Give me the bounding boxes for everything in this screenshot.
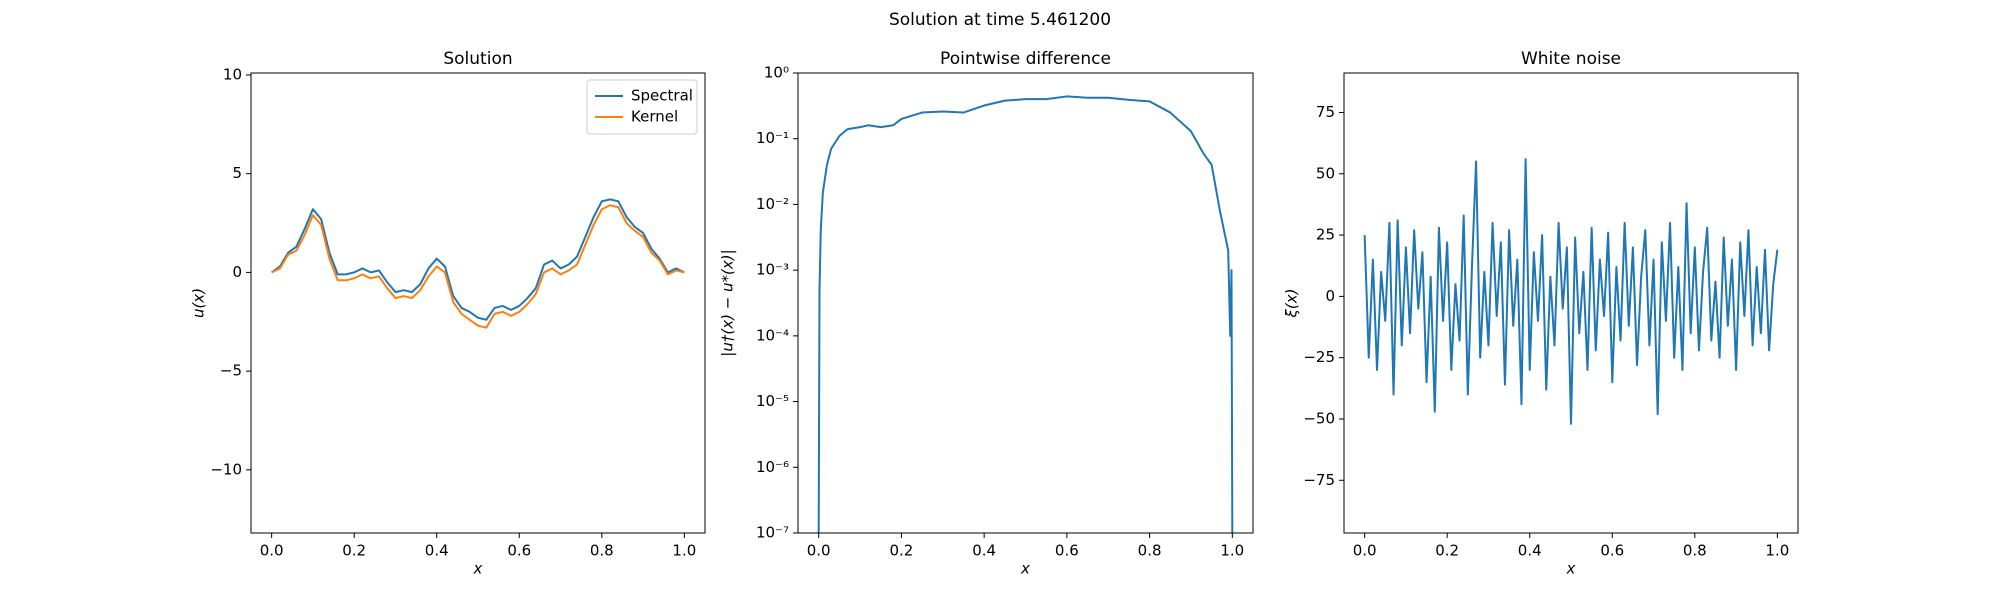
legend-box — [586, 79, 698, 135]
y-tick-label: −5 — [220, 362, 242, 380]
x-tick-label: 0.4 — [425, 542, 449, 560]
y-tick-label: 0 — [232, 263, 242, 281]
y-tick-label: 10⁻⁴ — [756, 326, 789, 344]
y-tick-label: −50 — [1303, 409, 1335, 427]
x-tick-label: 0.0 — [260, 542, 284, 560]
axes-frame — [797, 72, 1254, 534]
y-tick-label: −25 — [1303, 348, 1335, 366]
y-tick-label: 10⁻¹ — [756, 129, 789, 147]
y-axis-label: ξ(x) — [1283, 289, 1301, 319]
x-tick-label: 0.4 — [972, 542, 996, 560]
y-tick-label: −75 — [1303, 471, 1335, 489]
y-axis-label: |u†(x) − u*(x)| — [719, 249, 737, 356]
y-tick-label: 10 — [223, 65, 242, 83]
y-tick-label: 50 — [1316, 164, 1335, 182]
axes-frame — [250, 72, 706, 534]
legend-label: Spectral — [631, 87, 693, 105]
series-line — [271, 198, 685, 321]
series-line — [271, 204, 685, 329]
x-tick-label: 0.8 — [1138, 542, 1162, 560]
x-tick-label: 0.2 — [342, 542, 366, 560]
y-axis-label: u(x) — [190, 288, 208, 318]
series-line — [817, 95, 1234, 534]
x-tick-label: 0.0 — [1353, 542, 1377, 560]
x-tick-label: 0.2 — [1435, 542, 1459, 560]
series-line — [1363, 158, 1779, 425]
y-tick-label: 10⁻⁶ — [756, 458, 789, 476]
x-tick-label: 0.2 — [889, 542, 913, 560]
x-axis-label: x — [1020, 560, 1030, 578]
x-tick-label: 0.8 — [1683, 542, 1707, 560]
subplot-title: White noise — [1521, 49, 1621, 69]
x-tick-label: 1.0 — [672, 542, 696, 560]
x-axis-label: x — [1566, 560, 1576, 578]
axes-frame — [1343, 72, 1799, 534]
figure-title: Solution at time 5.461200 — [889, 10, 1111, 30]
x-tick-label: 0.8 — [590, 542, 614, 560]
x-tick-label: 0.6 — [507, 542, 531, 560]
subplot-title: Solution — [443, 49, 512, 69]
y-tick-label: 10⁻² — [756, 195, 789, 213]
x-tick-label: 0.4 — [1518, 542, 1542, 560]
y-tick-label: 75 — [1316, 103, 1335, 121]
x-tick-label: 1.0 — [1220, 542, 1244, 560]
x-tick-label: 1.0 — [1765, 542, 1789, 560]
x-tick-label: 0.0 — [807, 542, 831, 560]
y-tick-label: 25 — [1316, 226, 1335, 244]
y-tick-label: 0 — [1325, 287, 1335, 305]
legend-label: Kernel — [631, 108, 678, 126]
x-tick-label: 0.6 — [1055, 542, 1079, 560]
y-tick-label: 5 — [232, 164, 242, 182]
x-tick-label: 0.6 — [1600, 542, 1624, 560]
x-axis-label: x — [473, 560, 483, 578]
y-tick-label: 10⁻³ — [756, 261, 789, 279]
subplot-title: Pointwise difference — [940, 49, 1111, 69]
y-tick-label: 10⁻⁵ — [756, 392, 789, 410]
y-tick-label: 10⁻⁷ — [756, 524, 789, 542]
y-tick-label: −10 — [210, 460, 242, 478]
y-tick-label: 10⁰ — [764, 64, 789, 82]
